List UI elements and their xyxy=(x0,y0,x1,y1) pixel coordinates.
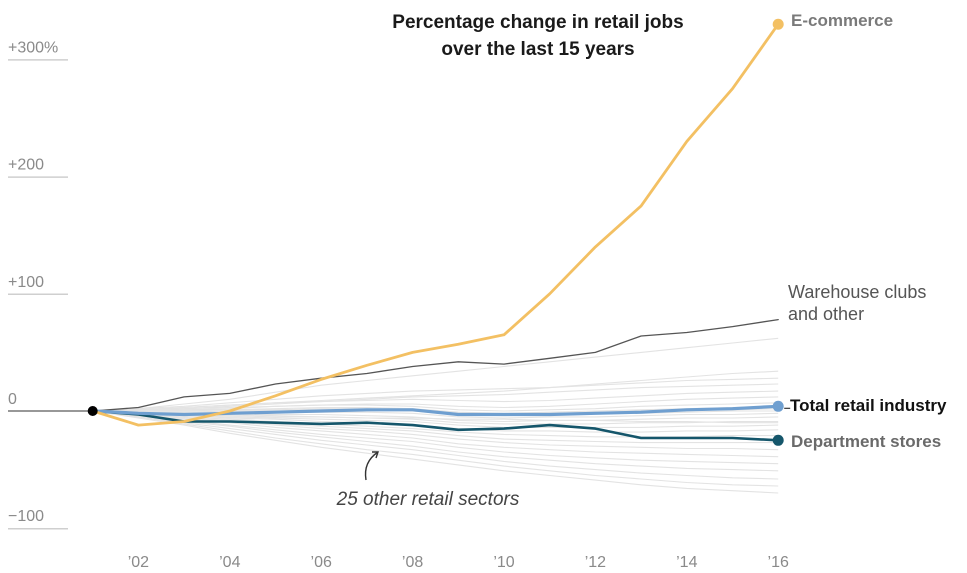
other-sector-line-17 xyxy=(92,410,779,451)
other-sector-line-7 xyxy=(92,405,779,414)
x-tick-label-3: ’08 xyxy=(402,554,423,571)
other-sector-line-6 xyxy=(92,402,779,412)
chart-title-line-1: Percentage change in retail jobs xyxy=(392,12,683,33)
series-end-markers xyxy=(87,18,791,446)
other-sector-line-0 xyxy=(92,337,779,412)
x-tick-label-7: ’16 xyxy=(768,554,789,571)
x-tick-label-6: ’14 xyxy=(676,554,697,571)
other-sector-line-4 xyxy=(92,390,779,412)
x-axis: ’02 ’04 ’06 ’08 ’10 ’12 ’14 ’16 xyxy=(128,554,789,571)
label-total-retail: Total retail industry xyxy=(790,396,947,415)
department-stores-line xyxy=(91,409,780,442)
ecommerce-end-marker xyxy=(772,18,784,30)
total-retail-line xyxy=(91,404,780,417)
other-sector-line-2 xyxy=(92,377,779,412)
other-sector-line-22 xyxy=(92,410,779,487)
other-sectors-arrowhead xyxy=(372,451,379,459)
warehouse-clubs-line xyxy=(92,318,779,412)
chart-title-line-2: over the last 15 years xyxy=(441,39,634,60)
start-marker xyxy=(87,406,98,416)
label-ecommerce: E-commerce xyxy=(791,11,893,30)
y-tick-label-0: +300% xyxy=(8,39,58,56)
other-sector-line-3 xyxy=(92,383,779,412)
y-tick-label-1: +200 xyxy=(8,157,44,174)
label-warehouse-line-1: Warehouse clubs xyxy=(788,282,926,302)
y-tick-label-4: −100 xyxy=(8,508,44,525)
department-stores-end-marker xyxy=(772,434,784,446)
y-tick-label-3: 0 xyxy=(8,391,17,408)
y-tick-label-2: +100 xyxy=(8,274,44,291)
main-series-lines xyxy=(91,22,780,442)
y-axis: +300% +200 +100 0 −100 xyxy=(8,39,93,530)
x-tick-label-4: ’10 xyxy=(493,554,514,571)
total-retail-end-marker xyxy=(772,400,784,412)
label-other-sectors: 25 other retail sectors xyxy=(336,489,520,510)
label-department-stores: Department stores xyxy=(791,432,941,451)
x-tick-label-2: ’06 xyxy=(311,554,332,571)
other-sector-line-20 xyxy=(92,410,779,472)
other-sector-line-21 xyxy=(92,410,779,480)
label-warehouse-line-2: and other xyxy=(788,304,864,324)
x-tick-label-0: ’02 xyxy=(128,554,149,571)
other-sector-line-23 xyxy=(92,410,779,494)
other-sectors-arrow xyxy=(364,451,379,481)
x-tick-label-1: ’04 xyxy=(219,554,240,571)
ecommerce-line xyxy=(91,22,780,427)
x-tick-label-5: ’12 xyxy=(585,554,606,571)
